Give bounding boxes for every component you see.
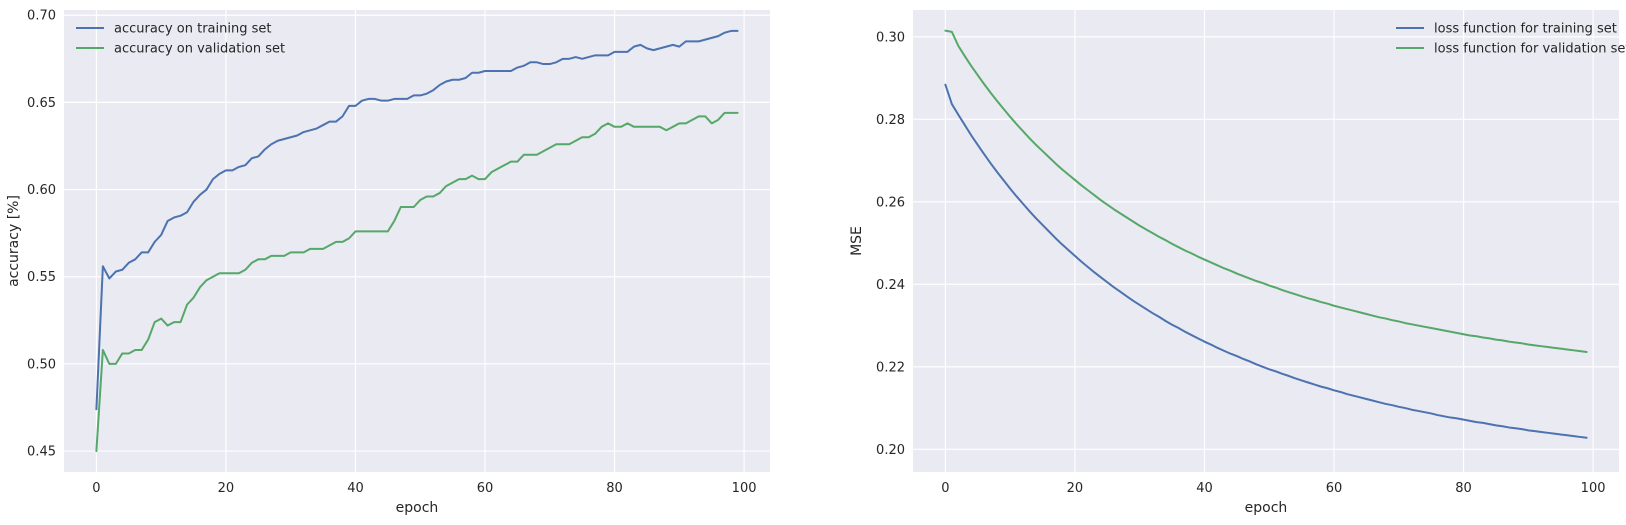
y-tick-label: 0.26 [876,195,905,210]
y-tick-label: 0.50 [27,357,56,372]
plot-area [913,10,1619,472]
y-axis-label: MSE [849,226,865,256]
x-axis-label: epoch [396,500,439,516]
legend-label: loss function for validation set [1434,42,1626,57]
x-tick-label: 20 [1067,481,1084,496]
grid [913,10,1619,472]
y-tick-label: 0.24 [876,278,905,293]
x-tick-label: 40 [347,481,364,496]
plot-area [64,10,770,472]
legend-label: accuracy on training set [114,22,271,37]
x-tick-label: 20 [218,481,235,496]
y-tick-label: 0.22 [876,360,905,375]
y-tick-label: 0.70 [27,9,56,24]
x-tick-label: 0 [92,481,100,496]
series-line-training [944,83,1588,439]
legend: loss function for training set loss funct… [1396,22,1626,57]
legend-label: loss function for training set [1434,22,1617,37]
x-tick-label: 60 [477,481,494,496]
legend-label: accuracy on validation set [114,42,285,57]
accuracy-chart: 0 20 40 60 80 100 0.45 0.50 0.55 0.60 0.65 0.70 epoc… [6,9,770,516]
x-tick-label: 100 [1581,481,1606,496]
x-axis-label: epoch [1245,500,1288,516]
x-tick-label: 0 [941,481,949,496]
y-tick-label: 0.45 [27,445,56,460]
x-tick-label: 80 [1455,481,1472,496]
y-tick-label: 0.55 [27,270,56,285]
series-line-validation [95,111,739,453]
series-line-training [95,29,739,411]
y-tick-label: 0.60 [27,183,56,198]
y-tick-label: 0.20 [876,443,905,458]
mse-chart: 0 20 40 60 80 100 0.20 0.22 0.24 0.26 0.28 0.30 epoc… [849,10,1626,516]
y-axis-label: accuracy [%] [6,195,22,287]
x-tick-label: 100 [732,481,757,496]
legend: accuracy on training set accuracy on vali… [76,22,285,57]
x-tick-label: 60 [1326,481,1343,496]
y-tick-label: 0.28 [876,113,905,128]
x-tick-label: 40 [1196,481,1213,496]
series-line-validation [944,29,1588,353]
grid [64,10,770,472]
x-tick-label: 80 [606,481,623,496]
y-tick-label: 0.65 [27,96,56,111]
y-tick-label: 0.30 [876,30,905,45]
